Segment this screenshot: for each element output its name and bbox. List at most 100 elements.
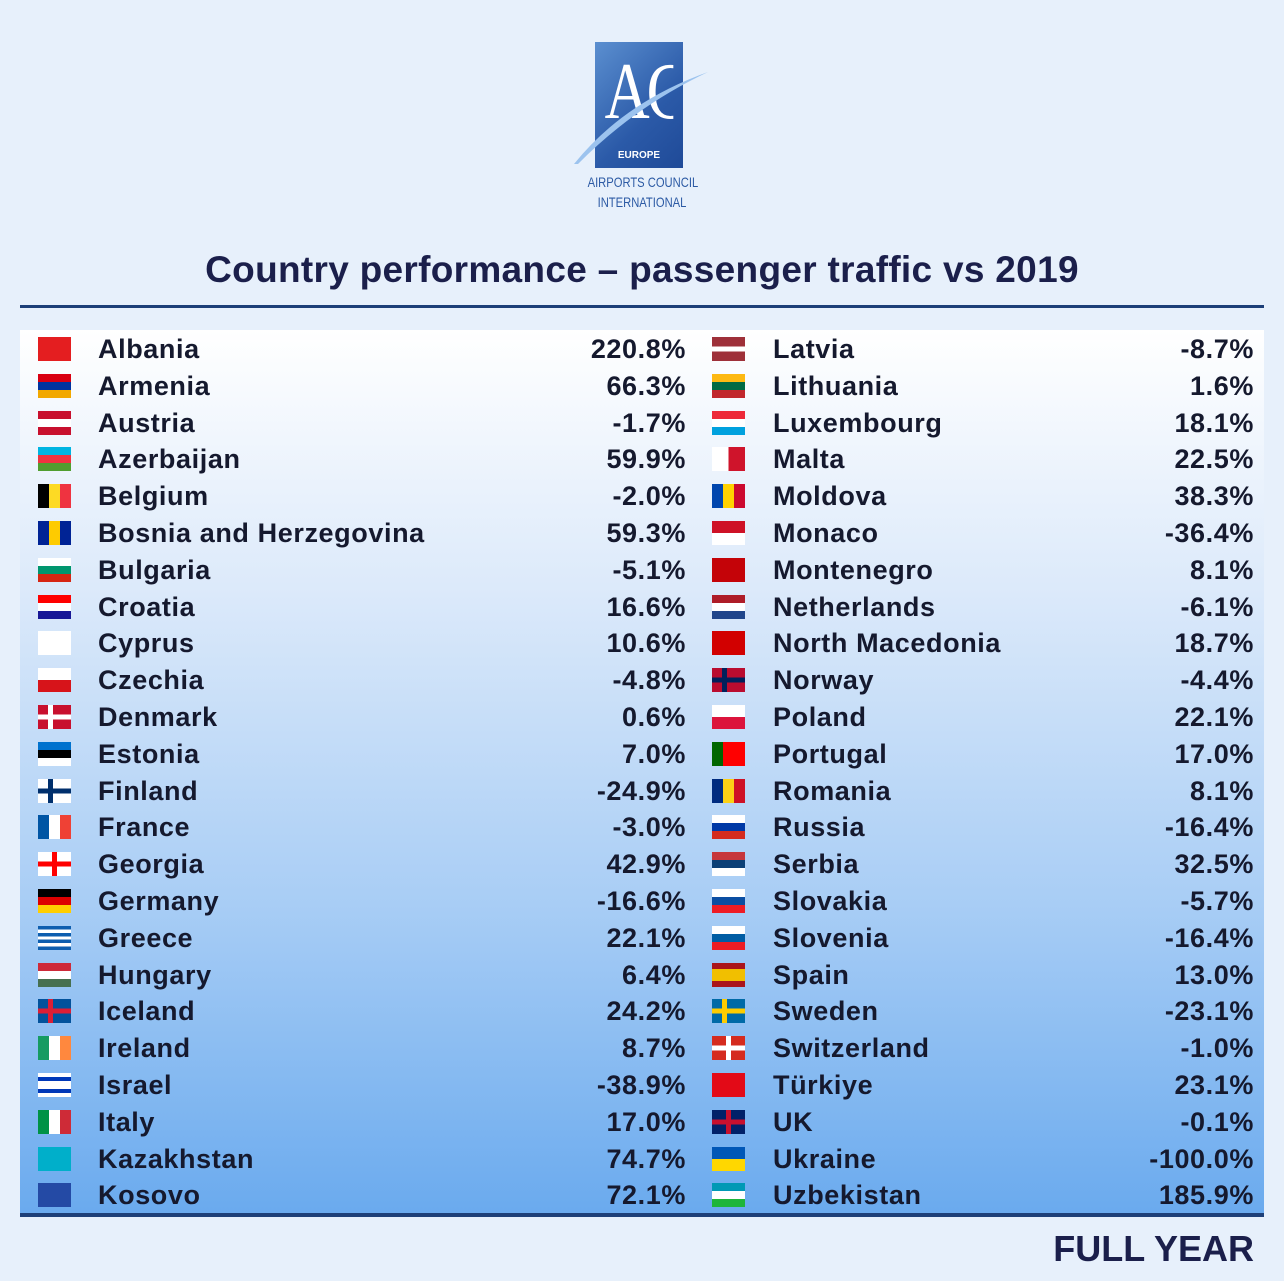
traffic-change-value: 32.5% xyxy=(1174,849,1254,880)
flag-icon xyxy=(712,1183,745,1208)
table-row-latvia: Latvia -8.7% xyxy=(20,331,1264,368)
flag-icon xyxy=(712,668,745,693)
table-row-switzerland: Switzerland -1.0% xyxy=(20,1030,1264,1067)
flag-icon xyxy=(38,705,71,729)
traffic-change-value: 17.0% xyxy=(1174,738,1254,769)
flag-icon xyxy=(38,594,71,619)
flag-icon xyxy=(712,925,745,950)
traffic-change-value: 42.9% xyxy=(606,849,686,880)
table-row-spain: Spain 13.0% xyxy=(20,957,1264,994)
country-name: Latvia xyxy=(773,334,855,364)
table-row-croatia: Croatia 16.6% xyxy=(20,589,1264,626)
traffic-change-value: -6.1% xyxy=(1180,591,1254,622)
table-row-serbia: Serbia 32.5% xyxy=(20,846,1264,883)
table-row-estonia: Estonia 7.0% xyxy=(20,736,1264,773)
flag-icon xyxy=(712,1073,745,1097)
table-row-norway: Norway -4.4% xyxy=(20,662,1264,699)
flag-icon xyxy=(38,999,71,1024)
traffic-change-value: 23.1% xyxy=(1174,1070,1254,1100)
country-name: Türkiye xyxy=(773,1070,874,1100)
traffic-change-value: 18.1% xyxy=(1174,407,1254,438)
country-name: Kosovo xyxy=(98,1180,201,1211)
flag-icon xyxy=(712,1109,745,1134)
country-name: Uzbekistan xyxy=(773,1180,922,1211)
table-row-finland: Finland -24.9% xyxy=(20,773,1264,810)
traffic-change-value: 22.5% xyxy=(1174,444,1254,475)
traffic-change-value: 74.7% xyxy=(606,1143,686,1174)
country-name: Azerbaijan xyxy=(98,444,241,475)
country-name: Austria xyxy=(98,407,196,438)
traffic-change-value: 22.1% xyxy=(606,922,686,953)
table-row-kosovo: Kosovo 72.1% xyxy=(20,1177,1264,1214)
flag-icon xyxy=(712,778,745,803)
flag-icon xyxy=(712,557,745,582)
country-name: North Macedonia xyxy=(773,628,1002,659)
flag-icon xyxy=(38,1146,71,1171)
country-name: Armenia xyxy=(98,370,211,401)
table-row-north-macedonia: North Macedonia 18.7% xyxy=(20,625,1264,662)
country-name: Spain xyxy=(773,959,850,990)
flag-icon xyxy=(38,1073,71,1097)
flag-icon xyxy=(38,373,71,398)
flag-icon xyxy=(712,889,745,913)
flag-icon xyxy=(712,705,745,729)
traffic-change-value: 8.1% xyxy=(1190,775,1254,806)
traffic-change-value: 59.3% xyxy=(606,518,686,548)
country-name: Estonia xyxy=(98,738,200,769)
traffic-change-value: 7.0% xyxy=(622,738,686,769)
logo-box xyxy=(595,42,683,168)
traffic-change-value: 16.6% xyxy=(606,591,686,622)
traffic-change-value: 220.8% xyxy=(590,334,686,364)
table-row-portugal: Portugal 17.0% xyxy=(20,736,1264,773)
table-row-romania: Romania 8.1% xyxy=(20,773,1264,810)
traffic-change-value: -3.0% xyxy=(612,812,686,843)
country-name: Serbia xyxy=(773,849,860,880)
logo-acronym: ACI xyxy=(604,48,674,136)
flag-icon xyxy=(38,852,71,877)
traffic-change-value: 13.0% xyxy=(1174,959,1254,990)
traffic-change-value: -16.4% xyxy=(1164,922,1254,953)
flag-icon xyxy=(712,594,745,619)
table-row-austria: Austria -1.7% xyxy=(20,405,1264,442)
country-name: Kazakhstan xyxy=(98,1143,255,1174)
traffic-change-value: -4.4% xyxy=(1180,665,1254,696)
country-name: Georgia xyxy=(98,849,205,880)
flag-icon xyxy=(712,631,745,656)
logo-line-2: INTERNATIONAL xyxy=(597,194,687,210)
flag-icon xyxy=(38,815,71,840)
traffic-change-value: 1.6% xyxy=(1190,370,1254,401)
traffic-change-value: -24.9% xyxy=(596,775,686,806)
table-row-uk: UK -0.1% xyxy=(20,1104,1264,1141)
traffic-change-value: 59.9% xyxy=(606,444,686,475)
country-name: Ireland xyxy=(98,1033,191,1064)
country-name: Greece xyxy=(98,922,194,953)
table-row-iceland: Iceland 24.2% xyxy=(20,993,1264,1030)
table-row-bulgaria: Bulgaria -5.1% xyxy=(20,552,1264,589)
traffic-change-value: -23.1% xyxy=(1164,996,1254,1027)
table-row-malta: Malta 22.5% xyxy=(20,441,1264,478)
flag-icon xyxy=(38,1109,71,1134)
country-name: Malta xyxy=(773,444,846,475)
country-name: Belgium xyxy=(98,481,209,512)
traffic-change-value: 6.4% xyxy=(622,959,686,990)
flag-icon xyxy=(38,741,71,766)
flag-icon xyxy=(38,631,71,656)
country-name: Romania xyxy=(773,775,892,806)
table-row-armenia: Armenia 66.3% xyxy=(20,368,1264,405)
flag-icon xyxy=(38,778,71,803)
traffic-change-value: -100.0% xyxy=(1149,1143,1254,1174)
traffic-change-value: 66.3% xyxy=(606,370,686,401)
table-row-netherlands: Netherlands -6.1% xyxy=(20,589,1264,626)
country-name: Cyprus xyxy=(98,628,195,659)
table-row-azerbaijan: Azerbaijan 59.9% xyxy=(20,441,1264,478)
flag-icon xyxy=(712,962,745,987)
traffic-change-value: -0.1% xyxy=(1180,1106,1254,1137)
flag-icon xyxy=(712,373,745,398)
flag-icon xyxy=(38,337,71,361)
aci-europe-logo: ACI EUROPE AIRPORTS COUNCIL INTERNATIONA… xyxy=(574,42,710,217)
flag-icon xyxy=(38,1036,71,1061)
country-name: Czechia xyxy=(98,665,205,696)
traffic-change-value: -1.7% xyxy=(612,407,686,438)
table-row-slovenia: Slovenia -16.4% xyxy=(20,920,1264,957)
flag-icon xyxy=(38,1183,71,1208)
